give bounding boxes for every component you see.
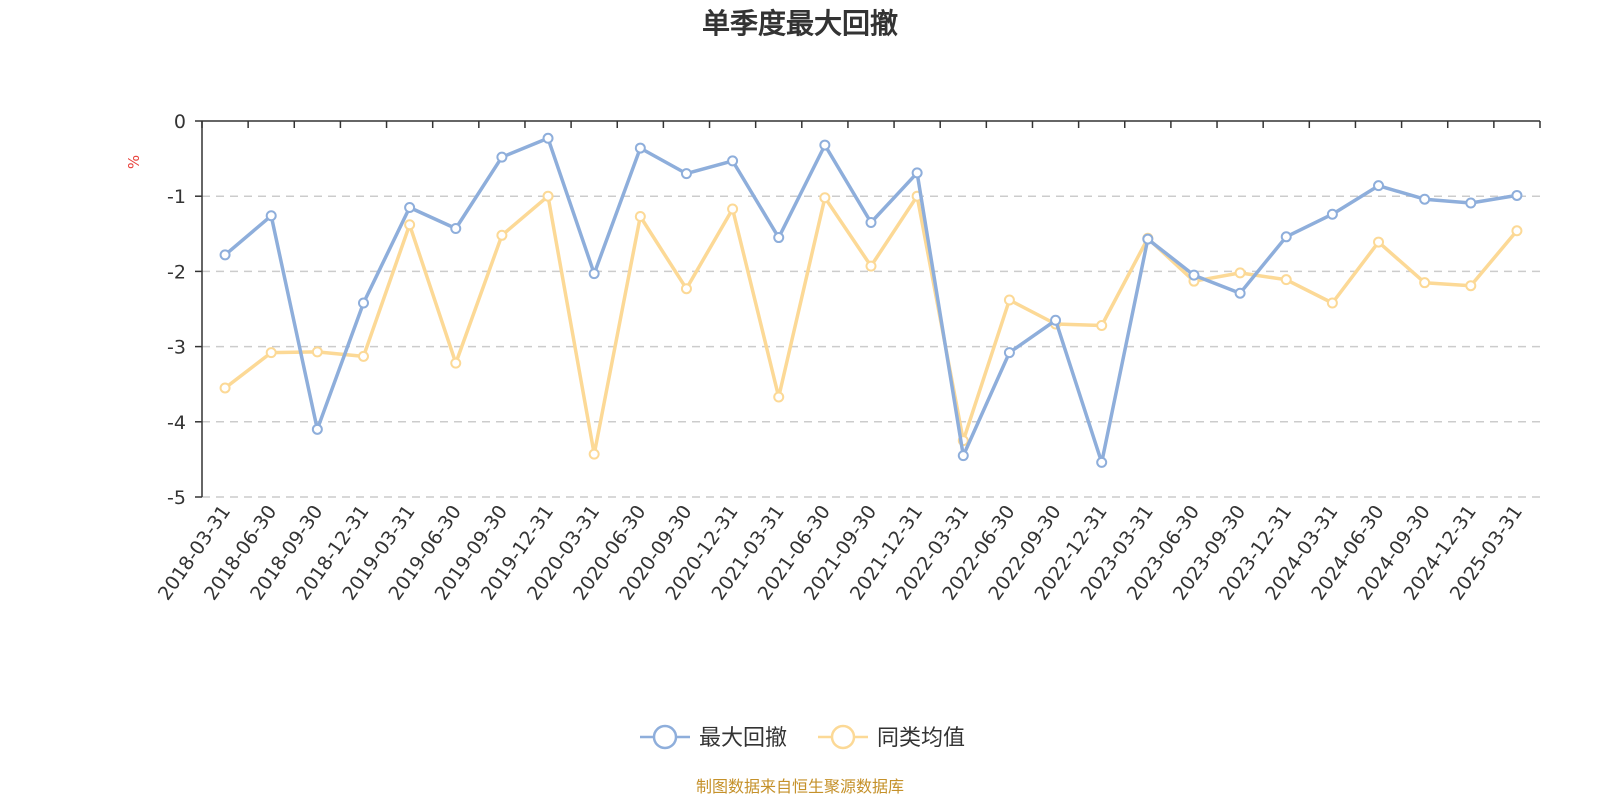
data-point[interactable] — [1234, 287, 1246, 299]
chart-title: 单季度最大回撤 — [702, 7, 898, 40]
series-line — [223, 136, 1518, 465]
data-point[interactable] — [1465, 280, 1477, 292]
data-point[interactable] — [1003, 347, 1015, 359]
legend-circle-icon — [830, 724, 856, 750]
series-line — [224, 194, 1519, 456]
data-point[interactable] — [588, 448, 600, 460]
data-point[interactable] — [496, 151, 508, 163]
data-point[interactable] — [911, 167, 923, 179]
data-point[interactable] — [219, 249, 231, 261]
data-point[interactable] — [357, 297, 369, 309]
data-point[interactable] — [727, 155, 739, 167]
y-tick-label: -2 — [167, 261, 186, 283]
data-point[interactable] — [1326, 208, 1338, 220]
y-axis-tick-labels: 0 -1 -2 -3 -4 -5 — [167, 111, 186, 509]
series-lines — [219, 132, 1523, 468]
x-axis-tick-labels: 2018-03-312018-06-302018-09-302018-12-31… — [154, 501, 1527, 604]
data-point[interactable] — [1280, 231, 1292, 243]
y-tick-label: -3 — [167, 337, 186, 359]
data-point[interactable] — [357, 350, 369, 362]
data-point[interactable] — [1280, 274, 1292, 286]
series-最大回撤 — [219, 132, 1523, 468]
data-point[interactable] — [680, 168, 692, 180]
data-point[interactable] — [957, 450, 969, 462]
y-tick-label: -5 — [167, 487, 186, 509]
data-source-note: 制图数据来自恒生聚源数据库 — [696, 777, 904, 796]
data-point[interactable] — [450, 223, 462, 235]
axes — [195, 120, 1541, 498]
legend-item[interactable]: 最大回撤 — [640, 724, 787, 751]
data-point[interactable] — [1003, 294, 1015, 306]
data-point[interactable] — [819, 139, 831, 151]
data-point[interactable] — [404, 201, 416, 213]
y-tick-label: -1 — [167, 186, 186, 208]
data-point[interactable] — [219, 382, 231, 394]
data-point[interactable] — [496, 229, 508, 241]
data-point[interactable] — [1511, 225, 1523, 237]
data-point[interactable] — [265, 210, 277, 222]
data-point[interactable] — [634, 142, 646, 154]
data-point[interactable] — [773, 391, 785, 403]
data-point[interactable] — [1234, 267, 1246, 279]
data-point[interactable] — [1511, 189, 1523, 201]
data-point[interactable] — [1465, 197, 1477, 209]
data-point[interactable] — [1096, 456, 1108, 468]
data-point[interactable] — [1326, 297, 1338, 309]
y-tick-label: -4 — [167, 412, 186, 434]
data-point[interactable] — [311, 346, 323, 358]
data-point[interactable] — [634, 211, 646, 223]
y-axis-unit-label: % — [125, 155, 143, 169]
y-tick-label: 0 — [174, 111, 186, 133]
data-point[interactable] — [311, 423, 323, 435]
data-point[interactable] — [1142, 233, 1154, 245]
data-point[interactable] — [1188, 269, 1200, 281]
data-point[interactable] — [1419, 193, 1431, 205]
series-同类均值 — [219, 190, 1523, 460]
data-point[interactable] — [1373, 236, 1385, 248]
data-point[interactable] — [1419, 277, 1431, 289]
data-point[interactable] — [588, 268, 600, 280]
data-point[interactable] — [450, 357, 462, 369]
legend-label: 最大回撤 — [699, 726, 787, 751]
legend-circle-icon — [652, 724, 678, 750]
legend-item[interactable]: 同类均值 — [818, 724, 965, 751]
data-point[interactable] — [542, 132, 554, 144]
data-point[interactable] — [404, 219, 416, 231]
data-point[interactable] — [542, 190, 554, 202]
data-point[interactable] — [1373, 180, 1385, 192]
data-point[interactable] — [1096, 320, 1108, 332]
data-point[interactable] — [680, 283, 692, 295]
data-point[interactable] — [819, 192, 831, 204]
legend-label: 同类均值 — [877, 726, 965, 751]
data-point[interactable] — [773, 232, 785, 244]
data-point[interactable] — [1050, 314, 1062, 326]
data-point[interactable] — [865, 260, 877, 272]
data-point[interactable] — [265, 347, 277, 359]
legend[interactable]: 最大回撤 同类均值 — [640, 724, 965, 751]
data-point[interactable] — [727, 203, 739, 215]
data-point[interactable] — [865, 217, 877, 229]
